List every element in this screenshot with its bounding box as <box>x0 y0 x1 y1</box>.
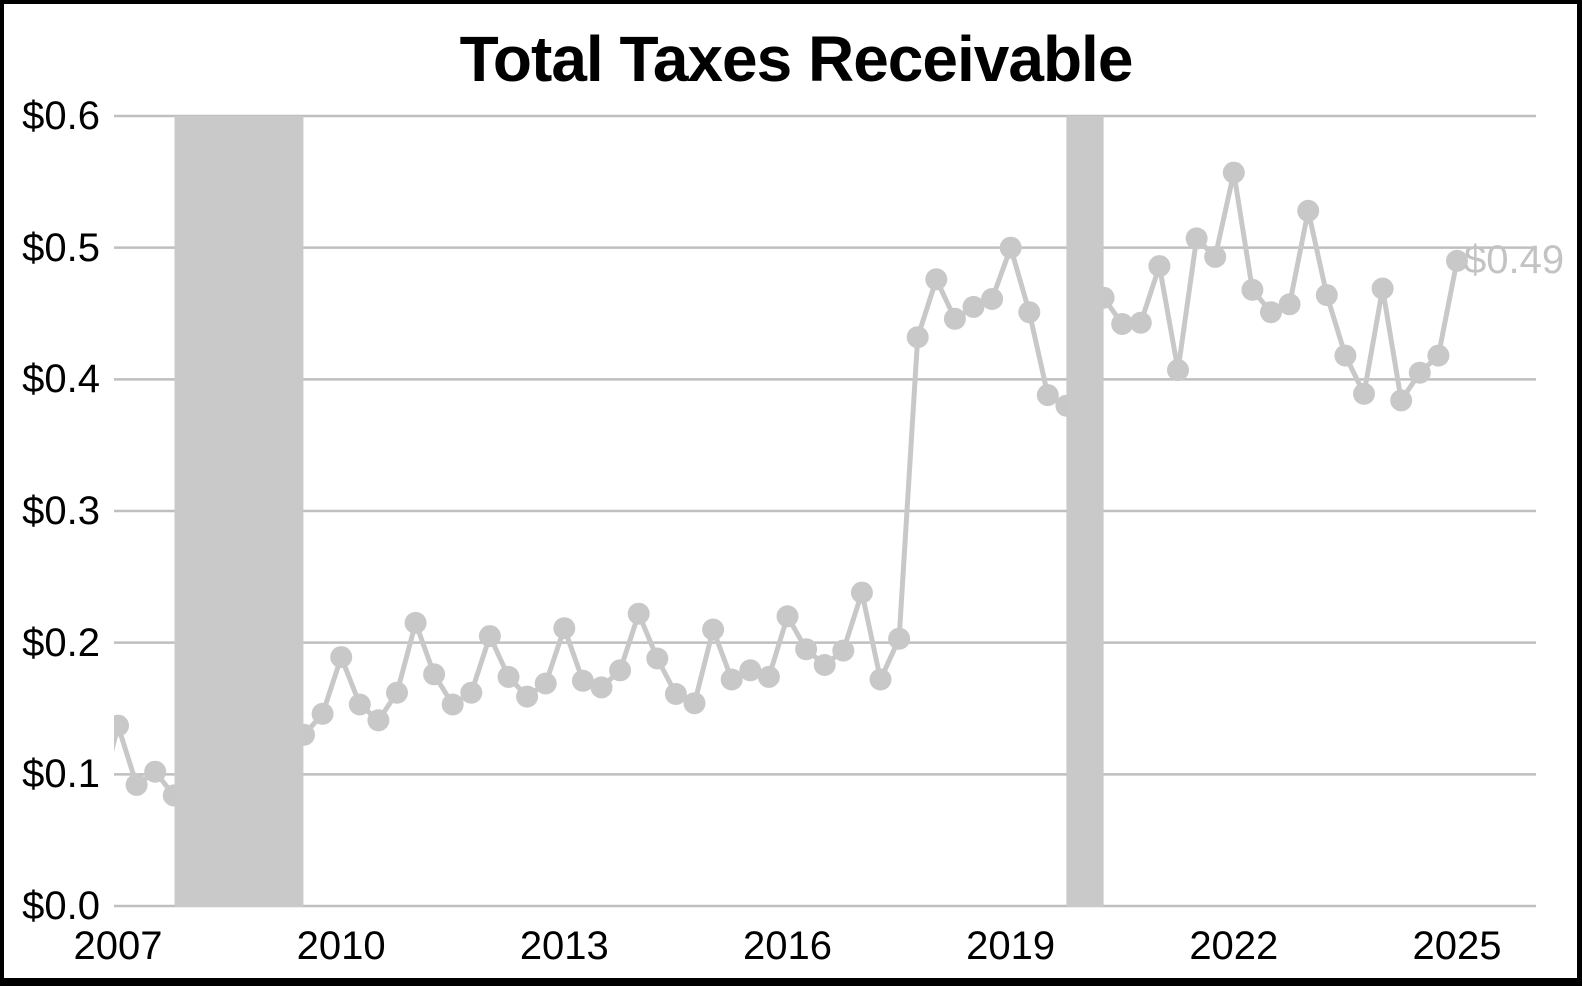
data-point-marker <box>1036 384 1059 407</box>
data-point-marker <box>1408 361 1431 384</box>
data-point-marker <box>1371 277 1394 300</box>
data-point-marker <box>776 605 799 628</box>
data-point-marker <box>627 602 650 625</box>
data-point-marker <box>795 638 818 661</box>
data-point-marker <box>720 668 743 691</box>
y-axis-tick-label: $0.6 <box>22 93 100 138</box>
y-axis-tick-label: $0.3 <box>22 488 100 533</box>
data-point-marker <box>609 659 632 682</box>
data-point-marker <box>1427 344 1450 367</box>
data-point-marker <box>311 702 334 725</box>
data-point-marker <box>348 693 371 716</box>
data-point-marker <box>441 693 464 716</box>
x-axis-tick-label: 2010 <box>296 924 386 968</box>
data-point-marker <box>1390 389 1413 412</box>
data-point-marker <box>1334 344 1357 367</box>
data-point-marker <box>943 307 966 330</box>
x-axis-tick-label: 2022 <box>1189 924 1279 968</box>
data-point-marker <box>702 618 725 641</box>
data-point-marker <box>1260 301 1282 324</box>
data-point-marker <box>516 685 539 708</box>
data-point-marker <box>925 268 948 291</box>
data-point-marker <box>1148 255 1171 278</box>
data-point-marker <box>478 625 501 648</box>
data-point-marker <box>1297 199 1320 222</box>
data-point-marker <box>1018 301 1041 324</box>
data-point-marker <box>1185 227 1208 250</box>
data-point-marker <box>114 714 129 737</box>
data-point-marker <box>683 692 706 715</box>
data-point-marker <box>590 676 613 699</box>
data-point-marker <box>999 236 1022 259</box>
data-point-marker <box>423 663 446 686</box>
data-point-marker <box>534 672 557 695</box>
data-point-marker <box>553 617 576 640</box>
data-point-marker <box>981 288 1004 310</box>
data-point-marker <box>869 668 892 691</box>
data-point-marker <box>404 611 427 634</box>
data-point-marker <box>1353 382 1375 405</box>
last-value-label: $0.49 <box>1464 238 1565 282</box>
data-point-marker <box>497 665 520 688</box>
x-axis-tick-label: 2013 <box>519 924 609 968</box>
data-point-marker <box>739 659 762 682</box>
data-point-marker <box>1111 313 1134 335</box>
data-point-marker <box>646 647 669 670</box>
recession-band-1 <box>174 116 304 907</box>
y-axis-tick-label: $0.2 <box>22 620 100 665</box>
data-point-marker <box>1204 245 1227 268</box>
data-point-marker <box>460 681 483 704</box>
data-point-marker <box>1129 311 1152 334</box>
data-point-marker <box>125 773 148 796</box>
y-axis-tick-label: $0.1 <box>22 752 100 797</box>
x-axis-tick-label: 2007 <box>73 924 163 968</box>
x-axis-tick-label: 2025 <box>1412 924 1502 968</box>
data-point-marker <box>664 683 687 705</box>
series-group <box>114 161 1468 807</box>
data-point-marker <box>813 654 836 676</box>
data-point-marker <box>1315 284 1338 307</box>
data-point-marker <box>1222 161 1245 184</box>
data-point-marker <box>1446 249 1468 272</box>
data-point-marker <box>1167 359 1189 382</box>
data-point-marker <box>832 639 855 662</box>
y-axis-tick-label: $0.0 <box>22 884 100 928</box>
data-point-marker <box>1241 278 1264 301</box>
recession-band-2 <box>1066 116 1104 907</box>
y-axis-tick-label: $0.5 <box>22 225 100 270</box>
data-point-marker <box>144 760 167 783</box>
data-point-marker <box>330 646 353 669</box>
data-point-marker <box>906 326 929 349</box>
data-point-marker <box>1278 293 1301 316</box>
chart-title: Total Taxes Receivable <box>459 23 1134 95</box>
data-point-marker <box>367 709 390 732</box>
x-axis-tick-label: 2016 <box>742 924 832 968</box>
y-axis-tick-label: $0.4 <box>22 357 100 402</box>
data-point-marker <box>962 295 985 318</box>
data-point-marker <box>888 627 911 650</box>
data-point-marker <box>386 681 408 704</box>
data-point-marker <box>571 669 594 692</box>
data-point-marker <box>850 581 873 604</box>
data-point-marker <box>757 665 780 688</box>
x-axis-tick-label: 2019 <box>966 924 1056 968</box>
